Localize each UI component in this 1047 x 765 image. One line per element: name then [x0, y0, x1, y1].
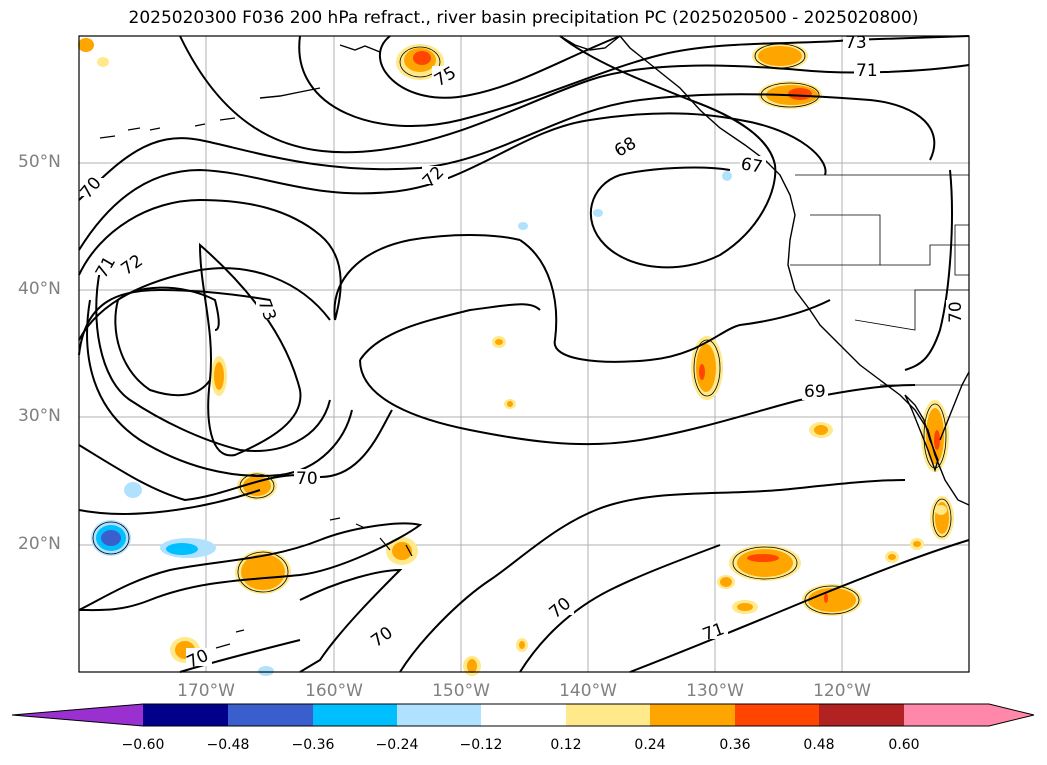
lon-label-160w: 160°W	[305, 681, 363, 701]
colorbar-bin-3	[313, 704, 397, 726]
colorbar-bin-9	[819, 704, 904, 726]
lon-label-130w: 130°W	[686, 681, 744, 701]
contour-label-70-mid: 70	[296, 469, 318, 489]
colorbar-bin-2	[228, 704, 313, 726]
map-frame	[79, 36, 969, 672]
colorbar-bin-10	[904, 704, 989, 726]
colorbar-outline	[11, 703, 1035, 727]
lon-label-150w: 150°W	[432, 681, 490, 701]
lat-label-30n: 30°N	[18, 406, 61, 426]
colorbar-bin-6	[566, 704, 650, 726]
precip-shading	[78, 38, 954, 676]
colorbar-tick-036: 0.36	[719, 737, 751, 753]
lon-label-140w: 140°W	[559, 681, 617, 701]
colorbar-bin-5	[481, 704, 566, 726]
colorbar-tick-neg048: −0.48	[206, 737, 250, 753]
colorbar-bin-1	[143, 704, 228, 726]
figure-title: 2025020300 F036 200 hPa refract., river …	[128, 8, 919, 28]
colorbar-tick-neg012: −0.12	[459, 737, 503, 753]
colorbar-extend-low	[12, 704, 143, 726]
colorbar-bin-4	[397, 704, 481, 726]
contour-label-67: 67	[739, 154, 764, 177]
colorbar-tick-012: 0.12	[550, 737, 582, 753]
colorbar-tick-neg036: −0.36	[291, 737, 335, 753]
colorbar	[11, 703, 1035, 727]
colorbar-bin-7	[650, 704, 735, 726]
lon-label-120w: 120°W	[813, 681, 871, 701]
colorbar-extend-high	[989, 704, 1034, 726]
colorbar-tick-024: 0.24	[634, 737, 666, 753]
colorbar-bin-8	[735, 704, 819, 726]
colorbar-tick-neg060: −0.60	[121, 737, 165, 753]
colorbar-tick-neg024: −0.24	[375, 737, 419, 753]
colorbar-tick-048: 0.48	[803, 737, 835, 753]
map-border	[78, 35, 970, 673]
contour-label-73-top: 73	[845, 33, 867, 53]
contour-label-70-right: 70	[946, 301, 966, 323]
contour-label-69: 69	[804, 382, 826, 402]
colorbar-tick-060: 0.60	[888, 737, 920, 753]
lat-label-40n: 40°N	[18, 279, 61, 299]
precip-outlines	[92, 43, 952, 615]
lat-label-20n: 20°N	[18, 534, 61, 554]
lat-label-50n: 50°N	[18, 152, 61, 172]
lon-label-170w: 170°W	[177, 681, 235, 701]
contour-label-71-top: 71	[856, 61, 878, 81]
islands	[99, 117, 413, 649]
